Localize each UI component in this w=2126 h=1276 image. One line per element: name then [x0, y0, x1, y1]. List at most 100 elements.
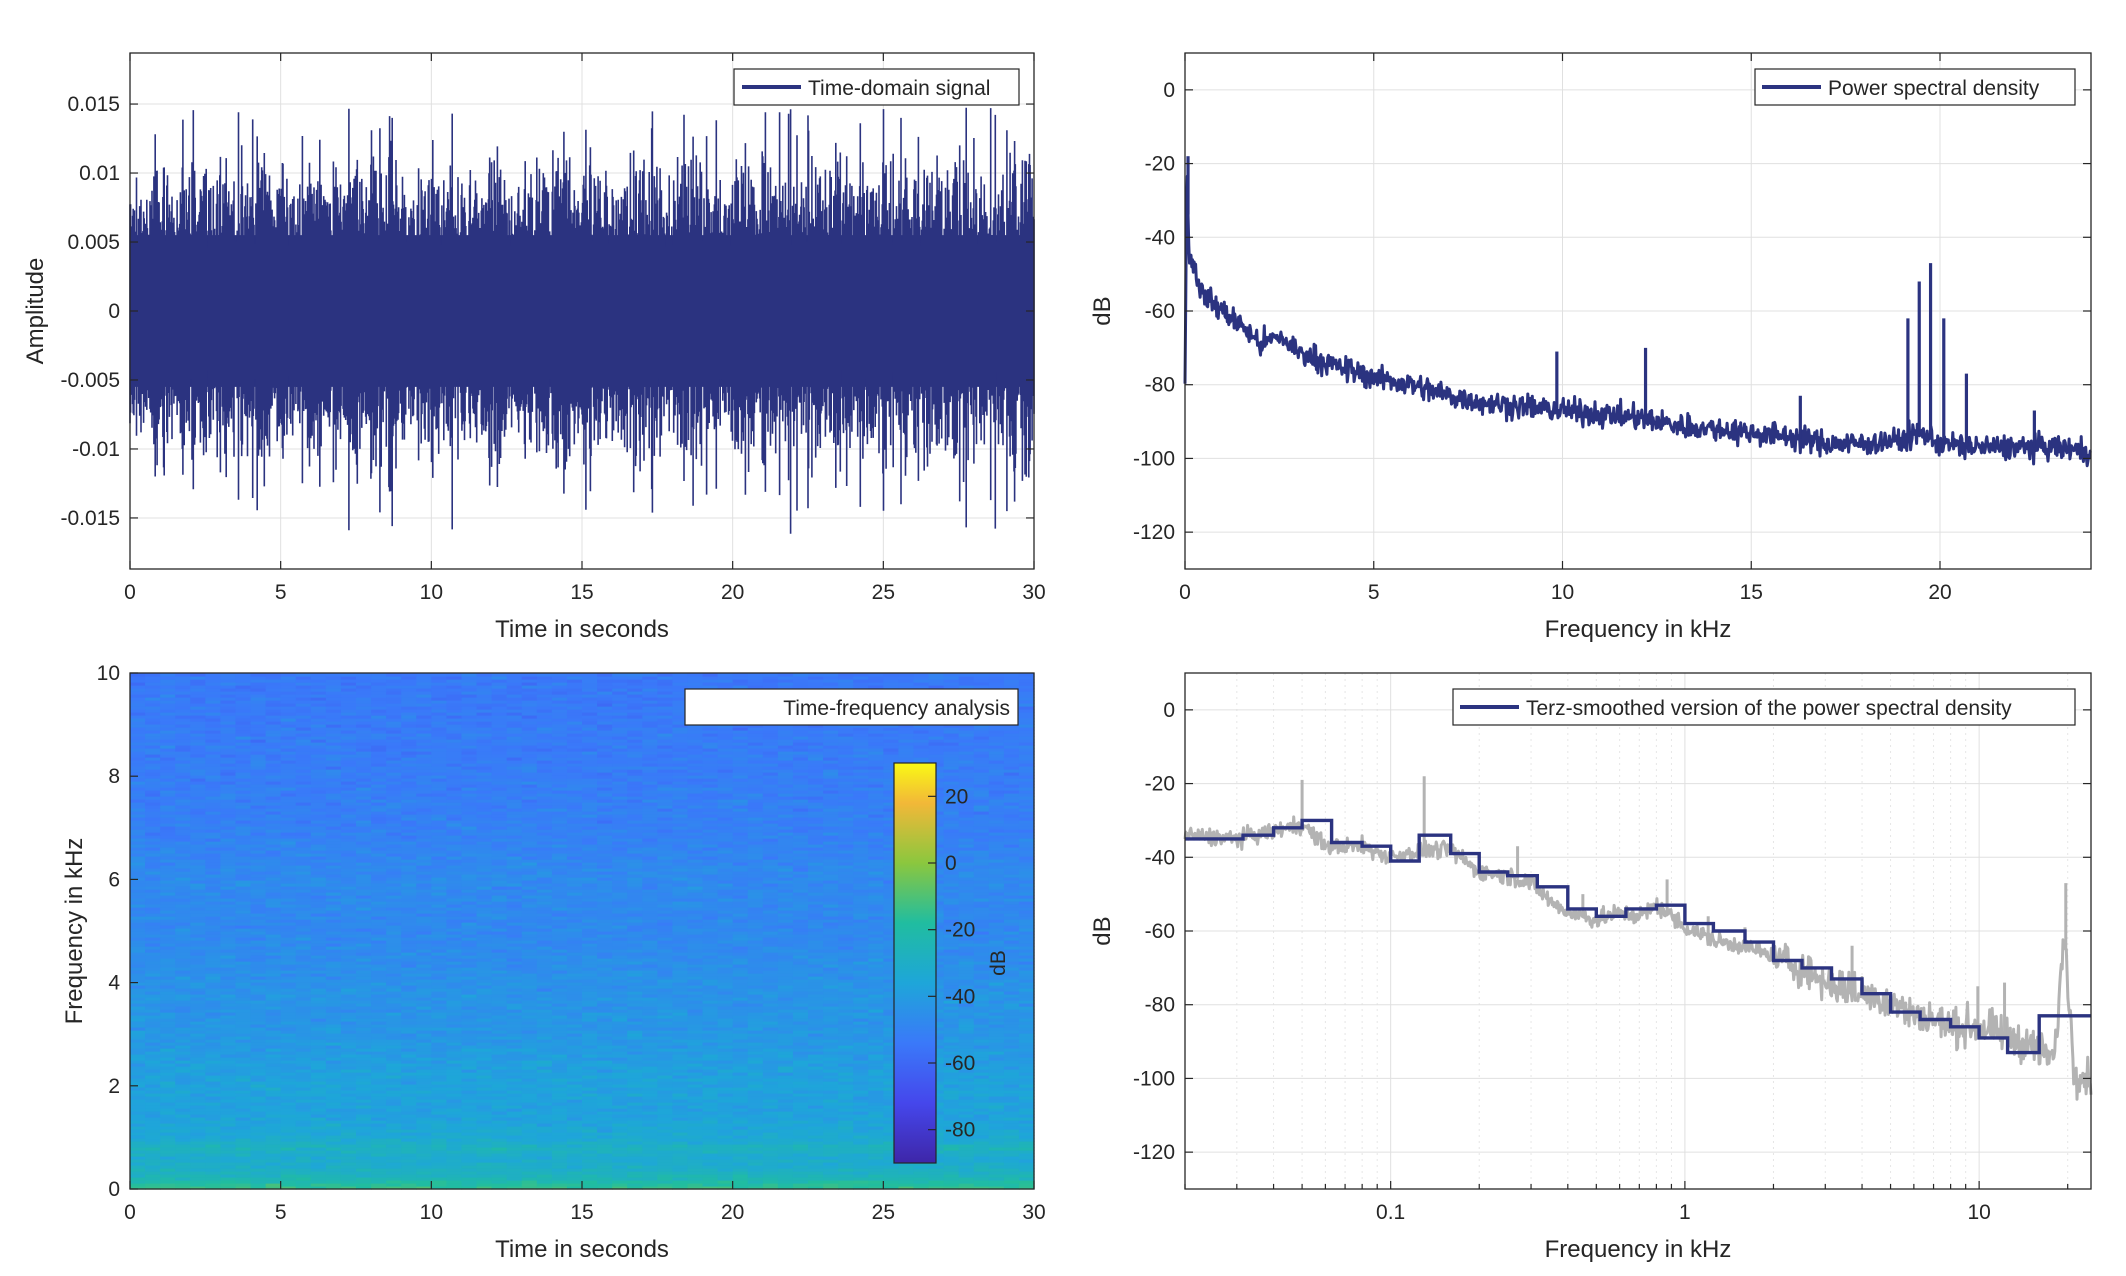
spectrogram-cell — [582, 1030, 598, 1034]
spectrogram-cell — [401, 982, 417, 986]
spectrogram-cell — [1018, 1099, 1035, 1103]
spectrogram-cell — [973, 1156, 990, 1160]
spectrogram-cell — [777, 1006, 794, 1010]
spectrogram-cell — [551, 970, 568, 974]
spectrogram-cell — [280, 1099, 297, 1103]
spectrogram-cell — [371, 946, 387, 950]
spectrogram-cell — [446, 1000, 463, 1004]
spectrogram-cell — [446, 1057, 463, 1061]
spectrogram-cell — [220, 1048, 237, 1052]
spectrogram-cell — [792, 1093, 809, 1097]
spectrogram-cell — [310, 1030, 327, 1034]
spectrogram-cell — [175, 1000, 191, 1004]
spectrogram-cell — [747, 985, 764, 989]
spectrogram-cell — [235, 1177, 252, 1181]
spectrogram-cell — [1003, 961, 1020, 965]
spectrogram-cell — [868, 1051, 884, 1055]
spectrogram-cell — [536, 1162, 553, 1166]
spectrogram-cell — [521, 1096, 538, 1100]
spectrogram-cell — [491, 1165, 508, 1169]
spectrogram-cell — [536, 955, 553, 959]
spectrogram-cell — [853, 1000, 869, 1004]
spectrogram-cell — [612, 1084, 628, 1088]
spectrogram-cell — [416, 985, 432, 989]
spectrogram-cell — [642, 1120, 658, 1124]
spectrogram-cell — [310, 1048, 327, 1052]
spectrogram-cell — [823, 1183, 839, 1187]
spectrogram-cell — [175, 1006, 191, 1010]
spectrogram-cell — [792, 1054, 809, 1058]
spectrogram-cell — [582, 1018, 598, 1022]
spectrogram-cell — [1003, 1030, 1020, 1034]
spectrogram-cell — [808, 1084, 824, 1088]
spectrogram-cell — [295, 1159, 312, 1163]
spectrogram-cell — [838, 1150, 854, 1154]
spectrogram-cell — [386, 946, 402, 950]
spectrogram-cell — [265, 1021, 282, 1025]
spectrogram-cell — [190, 1144, 206, 1148]
spectrogram-cell — [401, 1087, 417, 1091]
spectrogram-cell — [853, 988, 869, 992]
spectrogram-cell — [220, 1096, 237, 1100]
spectrogram-cell — [627, 1093, 643, 1097]
spectrogram-cell — [868, 997, 884, 1001]
spectrogram-cell — [506, 1162, 523, 1166]
spectrogram-cell — [597, 1036, 613, 1040]
spectrogram-cell — [838, 964, 854, 968]
spectrogram-cell — [642, 1006, 658, 1010]
spectrogram-cell — [687, 1123, 704, 1127]
spectrogram-cell — [657, 1108, 673, 1112]
spectrogram-cell — [145, 952, 161, 956]
spectrogram-cell — [280, 1096, 297, 1100]
spectrogram-cell — [777, 1105, 794, 1109]
spectrogram-cell — [883, 979, 899, 983]
spectrogram-cell — [732, 1108, 749, 1112]
spectrogram-cell — [868, 982, 884, 986]
spectrogram-cell — [777, 1174, 794, 1178]
spectrogram-cell — [145, 1036, 161, 1040]
spectrogram-cell — [356, 991, 372, 995]
spectrogram-cell — [853, 958, 869, 962]
spectrogram-cell — [642, 991, 658, 995]
spectrogram-cell — [1003, 1126, 1020, 1130]
spectrogram-cell — [205, 1045, 221, 1049]
spectrogram-cell — [973, 1141, 990, 1145]
spectrogram-cell — [280, 1168, 297, 1172]
spectrogram-cell — [566, 1009, 583, 1013]
spectrogram-cell — [175, 1120, 191, 1124]
spectrogram-cell — [792, 967, 809, 971]
spectrogram-cell — [190, 1030, 206, 1034]
spectrogram-cell — [777, 1018, 794, 1022]
spectrogram-cell — [898, 1186, 915, 1190]
spectrogram-cell — [582, 1015, 598, 1019]
spectrogram-cell — [883, 1015, 899, 1019]
spectrogram-cell — [386, 967, 402, 971]
spectrogram-cell — [612, 1000, 628, 1004]
spectrogram-cell — [808, 952, 824, 956]
spectrogram-cell — [265, 1147, 282, 1151]
panel-psd: 0 5 10 15 20-120-100-80-60-40-200 Frequency … — [1089, 52, 2092, 643]
spectrogram-cell — [325, 988, 342, 992]
spectrogram-cell — [220, 994, 237, 998]
spectrogram-cell — [325, 1141, 342, 1145]
spectrogram-cell — [506, 1072, 523, 1076]
spectrogram-cell — [340, 1120, 357, 1124]
spectrogram-cell — [988, 976, 1005, 980]
spectrogram-cell — [506, 1186, 523, 1190]
spectrogram-cell — [792, 1162, 809, 1166]
spectrogram-cell — [717, 1150, 734, 1154]
spectrogram-cell — [642, 1087, 658, 1091]
spectrogram-cell — [823, 1015, 839, 1019]
spectrogram-cell — [762, 1054, 779, 1058]
spectrogram-cell — [521, 1084, 538, 1088]
spectrogram-cell — [265, 1114, 282, 1118]
spectrogram-cell — [1003, 1027, 1020, 1031]
spectrogram-cell — [973, 1051, 990, 1055]
spectrogram-cell — [687, 1153, 704, 1157]
spectrogram-cell — [280, 1054, 297, 1058]
spectrogram-cell — [642, 1045, 658, 1049]
spectrogram-cell — [1003, 1012, 1020, 1016]
spectrogram-cell — [1018, 1072, 1035, 1076]
spectrogram-cell — [657, 1048, 673, 1052]
spectrogram-cell — [446, 1111, 463, 1115]
